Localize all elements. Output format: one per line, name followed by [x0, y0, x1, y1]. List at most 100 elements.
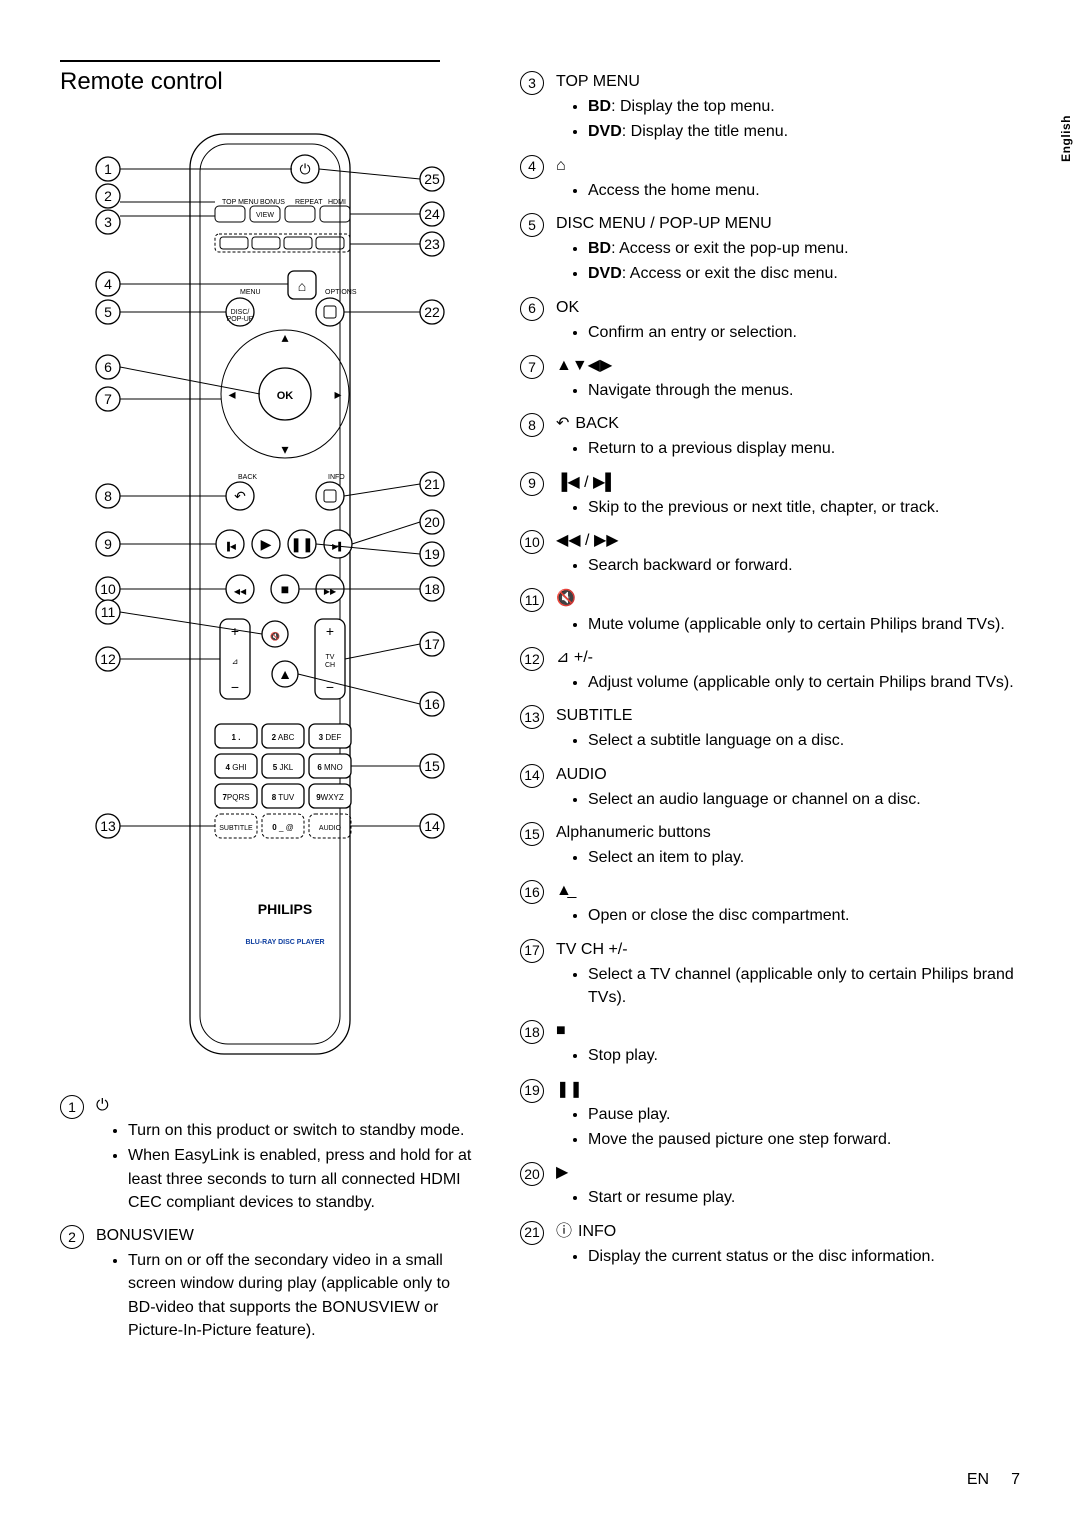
desc-item-9: 9▐◀ / ▶▌Skip to the previous or next tit…	[520, 471, 1020, 521]
item-body: ▲▼◀▶Navigate through the menus.	[556, 354, 1020, 404]
bullet: Select an audio language or channel on a…	[588, 788, 1020, 811]
item-title: ⓘINFO	[556, 1220, 1020, 1243]
desc-item-14: 14AUDIOSelect an audio language or chann…	[520, 763, 1020, 813]
title-glyph-icon: ⏻	[96, 1094, 109, 1117]
title-glyph-icon: ⊿ +/-	[556, 646, 593, 669]
svg-text:3: 3	[104, 214, 112, 230]
desc-item-4: 4 ⌂Access the home menu.	[520, 154, 1020, 204]
title-text: TOP MENU	[556, 70, 640, 93]
item-bullets: Search backward or forward.	[556, 554, 1020, 577]
svg-text:BLU-RAY DISC PLAYER: BLU-RAY DISC PLAYER	[245, 939, 324, 946]
svg-text:11: 11	[101, 604, 116, 620]
item-number: 5	[520, 213, 544, 237]
title-glyph-icon: ❚❚	[556, 1078, 583, 1101]
item-bullets: Stop play.	[556, 1044, 1020, 1067]
bullet: Adjust volume (applicable only to certai…	[588, 671, 1020, 694]
item-title: BONUSVIEW	[96, 1224, 480, 1247]
item-bullets: Open or close the disc compartment.	[556, 904, 1020, 927]
desc-item-1: 1⏻Turn on this product or switch to stan…	[60, 1094, 480, 1216]
item-body: DISC MENU / POP-UP MENUBD: Access or exi…	[556, 212, 1020, 288]
footer-page: 7	[1011, 1471, 1020, 1489]
item-bullets: Mute volume (applicable only to certain …	[556, 613, 1020, 636]
svg-text:▶▶: ▶▶	[324, 587, 337, 596]
desc-item-21: 21 ⓘINFODisplay the current status or the…	[520, 1220, 1020, 1270]
svg-text:CH: CH	[325, 662, 335, 669]
svg-text:4: 4	[104, 276, 112, 292]
item-number: 8	[520, 413, 544, 437]
desc-item-8: 8 ↶ BACKReturn to a previous display menu.	[520, 412, 1020, 462]
item-bullets: BD: Display the top menu.DVD: Display th…	[556, 95, 1020, 143]
item-title: ▲▼◀▶	[556, 354, 1020, 377]
title-glyph-icon: ▶	[556, 1161, 568, 1184]
title-text: DISC MENU / POP-UP MENU	[556, 212, 772, 235]
item-number: 3	[520, 71, 544, 95]
item-title: SUBTITLE	[556, 704, 1020, 727]
svg-text:24: 24	[424, 206, 440, 222]
svg-text:⏻: ⏻	[299, 161, 310, 177]
desc-item-17: 17TV CH +/-Select a TV channel (applicab…	[520, 938, 1020, 1012]
item-body: ↶ BACKReturn to a previous display menu.	[556, 412, 1020, 462]
svg-text:↶: ↶	[234, 488, 246, 504]
item-title: ▐◀ / ▶▌	[556, 471, 1020, 494]
title-glyph-icon: ▲̲	[556, 879, 572, 902]
section-title: Remote control	[60, 60, 440, 96]
svg-text:21: 21	[424, 476, 440, 492]
svg-text:❚❚: ❚❚	[290, 536, 313, 553]
svg-text:0 _ @: 0 _ @	[272, 823, 293, 832]
item-bullets: Select an item to play.	[556, 846, 1020, 869]
title-glyph-icon: 🔇	[556, 587, 576, 610]
svg-text:13: 13	[100, 818, 116, 834]
bullet: Confirm an entry or selection.	[588, 321, 1020, 344]
svg-text:PHILIPS: PHILIPS	[258, 901, 312, 917]
item-bullets: Display the current status or the disc i…	[556, 1245, 1020, 1268]
item-body: AUDIOSelect an audio language or channel…	[556, 763, 1020, 813]
svg-text:19: 19	[424, 546, 440, 562]
bullet: Turn on or off the secondary video in a …	[128, 1249, 480, 1342]
bullet: When EasyLink is enabled, press and hold…	[128, 1144, 480, 1214]
item-number: 7	[520, 355, 544, 379]
bullet: Mute volume (applicable only to certain …	[588, 613, 1020, 636]
desc-item-10: 10◀◀ / ▶▶Search backward or forward.	[520, 529, 1020, 579]
item-number: 21	[520, 1221, 544, 1245]
footer-lang: EN	[967, 1471, 989, 1489]
item-bullets: Access the home menu.	[556, 179, 1020, 202]
svg-text:9WXYZ: 9WXYZ	[316, 793, 344, 802]
svg-text:9: 9	[104, 536, 112, 552]
svg-text:22: 22	[424, 304, 440, 320]
item-number: 13	[520, 705, 544, 729]
item-bullets: Return to a previous display menu.	[556, 437, 1020, 460]
item-body: ❚❚Pause play.Move the paused picture one…	[556, 1078, 1020, 1154]
svg-text:2 ABC: 2 ABC	[272, 733, 295, 742]
item-body: ⌂Access the home menu.	[556, 154, 1020, 204]
svg-text:6: 6	[104, 359, 112, 375]
bullet: Turn on this product or switch to standb…	[128, 1119, 480, 1142]
bullet: Access the home menu.	[588, 179, 1020, 202]
item-bullets: Select a TV channel (applicable only to …	[556, 963, 1020, 1009]
svg-text:POP-UP: POP-UP	[227, 316, 254, 323]
item-title: DISC MENU / POP-UP MENU	[556, 212, 1020, 235]
svg-text:TV: TV	[326, 654, 335, 661]
title-text: BACK	[575, 412, 619, 435]
bullet: BD: Access or exit the pop-up menu.	[588, 237, 1020, 260]
bullet: Select an item to play.	[588, 846, 1020, 869]
desc-item-13: 13 SUBTITLESelect a subtitle language on …	[520, 704, 1020, 754]
svg-text:16: 16	[424, 696, 440, 712]
item-number: 16	[520, 880, 544, 904]
desc-item-6: 6OKConfirm an entry or selection.	[520, 296, 1020, 346]
bullet: Start or resume play.	[588, 1186, 1020, 1209]
item-body: SUBTITLESelect a subtitle language on a …	[556, 704, 1020, 754]
svg-text:+: +	[326, 623, 334, 639]
svg-text:+: +	[231, 623, 239, 639]
item-bullets: BD: Access or exit the pop-up menu.DVD: …	[556, 237, 1020, 285]
item-body: ▶ Start or resume play.	[556, 1161, 1020, 1211]
title-glyph-icon: ▲▼◀▶	[556, 354, 612, 377]
item-bullets: Pause play.Move the paused picture one s…	[556, 1103, 1020, 1151]
title-glyph-icon: ◀◀ / ▶▶	[556, 529, 619, 552]
item-bullets: Confirm an entry or selection.	[556, 321, 1020, 344]
svg-text:6 MNO: 6 MNO	[317, 763, 342, 772]
item-body: 🔇 Mute volume (applicable only to certain…	[556, 587, 1020, 637]
title-glyph-icon: ↶	[556, 412, 569, 435]
desc-item-18: 18■Stop play.	[520, 1019, 1020, 1069]
item-number: 4	[520, 155, 544, 179]
svg-text:VIEW: VIEW	[256, 212, 274, 219]
